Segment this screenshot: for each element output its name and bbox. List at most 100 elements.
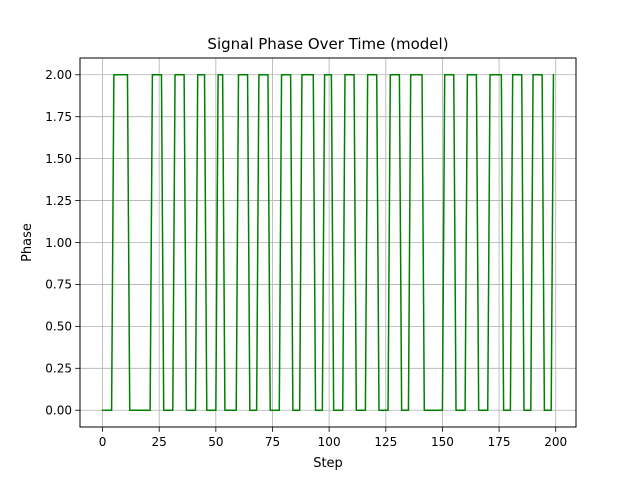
data-point: [367, 74, 369, 76]
data-point: [183, 74, 185, 76]
data-point: [292, 409, 294, 411]
x-axis-ticks: 0 25 50 75 100 125 150 175 200: [99, 427, 567, 449]
y-tick-label: 0.25: [45, 362, 72, 376]
x-tick-label: 125: [374, 435, 397, 449]
data-point: [314, 409, 317, 411]
data-point: [444, 74, 446, 76]
data-point: [203, 74, 206, 76]
data-point: [364, 409, 366, 411]
x-tick-label: 150: [431, 435, 454, 449]
data-point: [151, 74, 153, 76]
data-point: [163, 409, 165, 411]
y-tick-label: 0.75: [45, 278, 72, 292]
data-point: [500, 74, 502, 76]
x-tick-label: 0: [99, 435, 107, 449]
y-tick-label: 0.00: [45, 404, 72, 418]
data-point: [410, 74, 412, 76]
data-point: [172, 409, 174, 411]
data-point: [330, 74, 332, 76]
y-tick-label: 1.00: [45, 236, 72, 250]
data-point: [512, 74, 514, 76]
data-point: [290, 74, 292, 76]
data-point: [421, 74, 423, 76]
data-point: [487, 409, 489, 411]
y-tick-label: 1.75: [45, 110, 72, 124]
y-tick-label: 0.50: [45, 320, 72, 334]
x-tick-label: 175: [488, 435, 511, 449]
data-point: [111, 409, 113, 411]
data-point: [312, 74, 314, 76]
data-point: [478, 409, 480, 411]
data-point: [407, 409, 410, 411]
data-point: [235, 409, 237, 411]
data-point: [464, 409, 466, 411]
x-axis-label: Step: [313, 456, 343, 471]
data-point: [378, 409, 380, 411]
data-point: [269, 409, 271, 411]
data-point: [174, 74, 176, 76]
data-point: [489, 74, 491, 76]
data-point: [441, 409, 444, 411]
data-point: [222, 74, 224, 76]
y-tick-label: 1.25: [45, 194, 72, 208]
data-point: [353, 74, 355, 76]
data-point: [453, 74, 455, 76]
data-point: [552, 74, 555, 76]
data-point: [194, 409, 197, 411]
data-point: [246, 74, 249, 76]
data-point: [185, 409, 187, 411]
data-point: [301, 74, 303, 76]
x-tick-label: 200: [544, 435, 567, 449]
grid: [80, 58, 576, 427]
y-tick-label: 1.50: [45, 152, 72, 166]
data-point: [523, 409, 525, 411]
data-point: [101, 409, 104, 411]
plot-data: [101, 74, 555, 411]
data-point: [160, 74, 163, 76]
x-tick-label: 25: [152, 435, 167, 449]
data-point: [324, 74, 326, 76]
data-point: [475, 74, 478, 76]
data-point: [237, 74, 240, 76]
y-axis-ticks: 0.00 0.25 0.50 0.75 1.00 1.25 1.50 1.75 2.00: [45, 68, 80, 418]
data-point: [541, 74, 543, 76]
data-point: [355, 409, 357, 411]
data-point: [299, 409, 301, 411]
data-point: [256, 409, 258, 411]
data-point: [280, 74, 283, 76]
y-axis-label: Phase: [20, 223, 35, 262]
data-point: [149, 409, 151, 411]
data-point: [278, 409, 280, 411]
y-tick-label: 2.00: [45, 68, 72, 82]
x-tick-label: 100: [318, 435, 341, 449]
data-point: [342, 409, 344, 411]
data-point: [215, 409, 217, 411]
data-point: [509, 409, 512, 411]
data-point: [543, 409, 545, 411]
data-point: [113, 74, 115, 76]
data-point: [387, 409, 389, 411]
data-point: [398, 74, 400, 76]
data-point: [258, 74, 260, 76]
data-point: [217, 74, 219, 76]
data-point: [197, 74, 199, 76]
data-point: [532, 74, 534, 76]
data-point: [249, 409, 251, 411]
data-point: [344, 74, 346, 76]
data-point: [267, 74, 269, 76]
data-point: [550, 409, 552, 411]
data-point: [521, 74, 523, 76]
data-point: [455, 409, 457, 411]
data-point: [530, 409, 532, 411]
data-point: [224, 409, 226, 411]
data-point: [503, 409, 505, 411]
data-point: [129, 409, 131, 411]
data-point: [466, 74, 468, 76]
data-point: [126, 74, 129, 76]
data-point: [401, 409, 403, 411]
data-point: [333, 409, 335, 411]
data-point: [389, 74, 391, 76]
data-point: [423, 409, 425, 411]
